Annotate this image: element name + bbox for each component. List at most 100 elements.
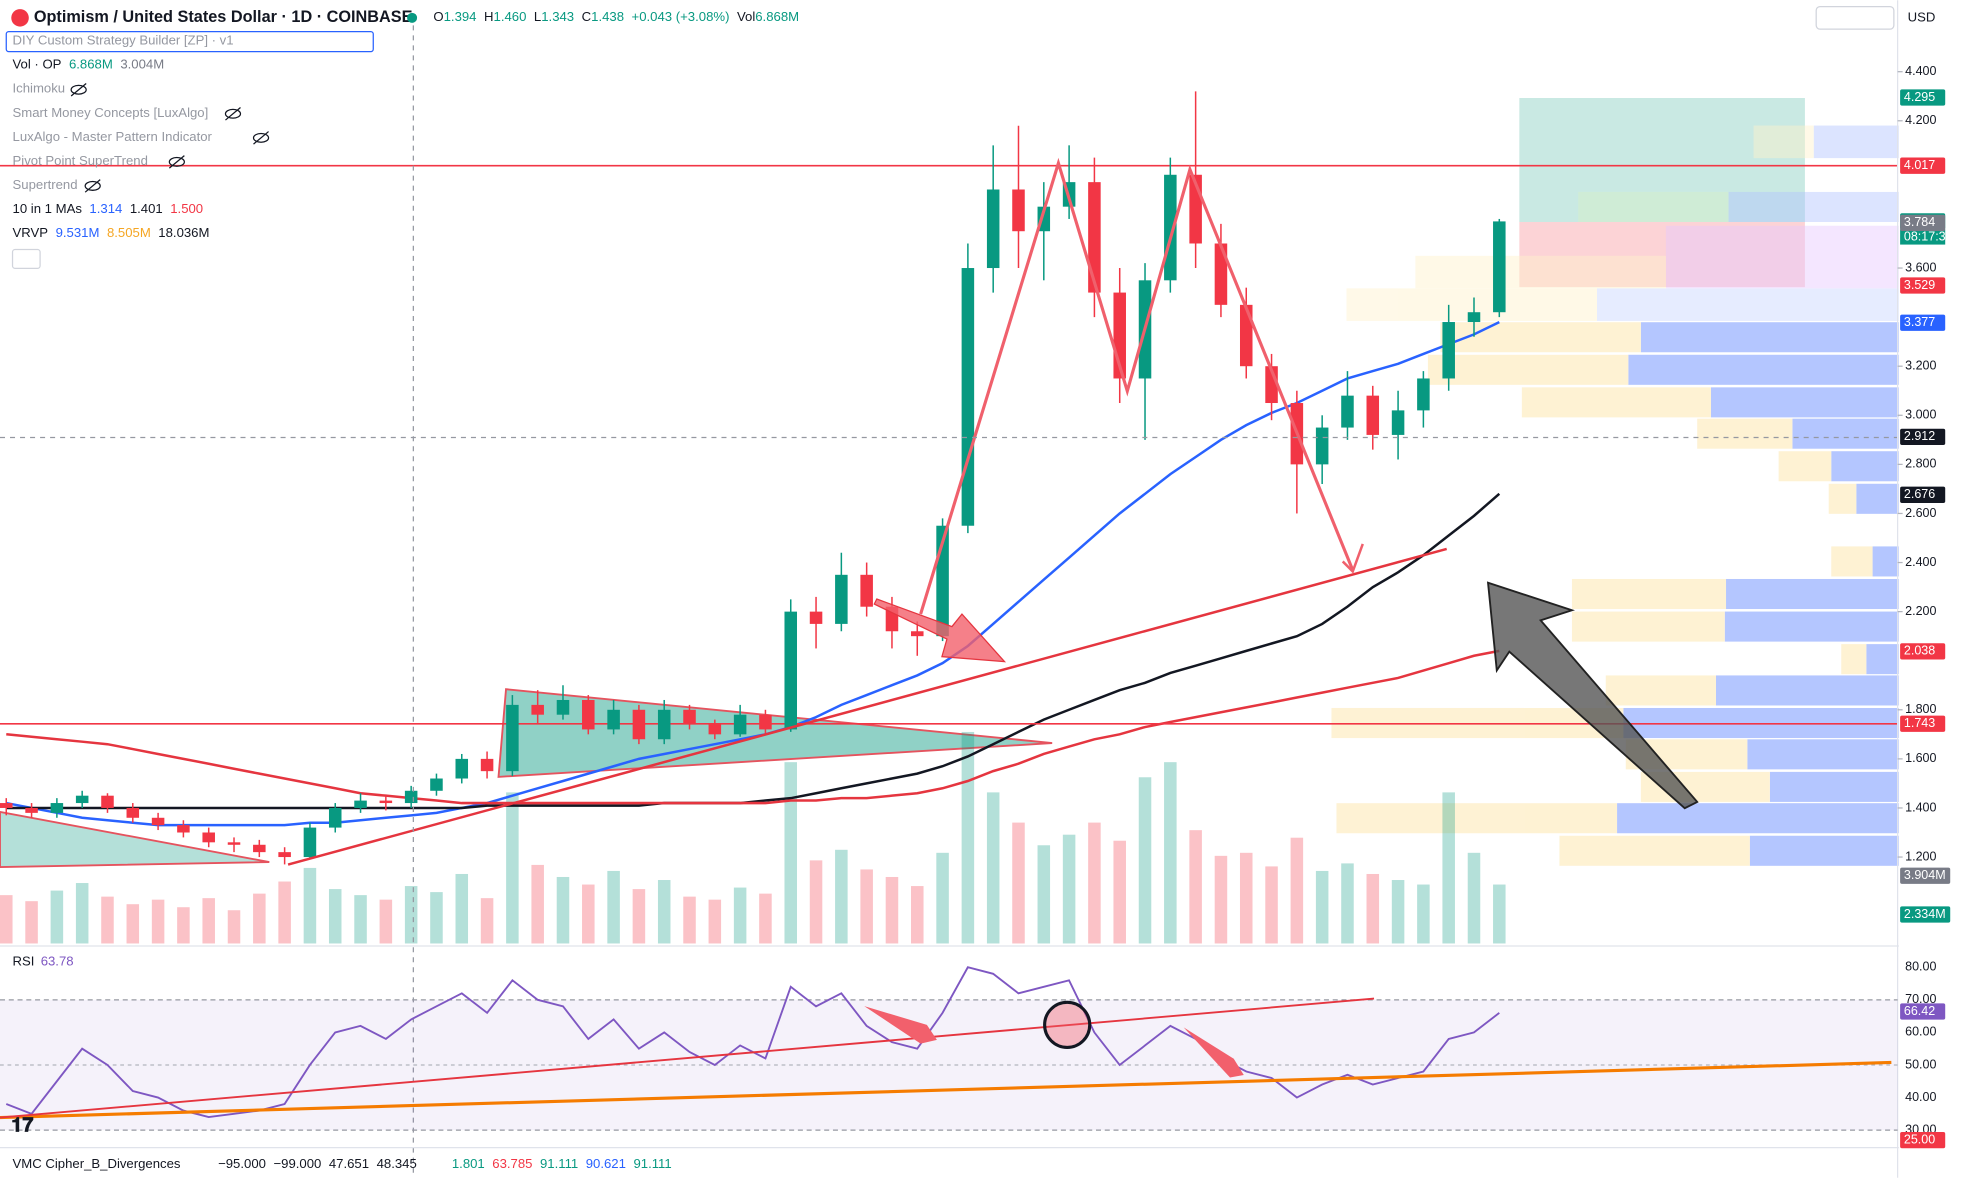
candle-body: [632, 709, 646, 740]
legend-item: VRVP 9.531M 8.505M 18.036M: [13, 225, 210, 240]
candle-body: [759, 714, 772, 730]
currency[interactable]: USD: [1908, 9, 1936, 24]
trendline: [287, 547, 1448, 866]
eye-slash: [70, 82, 87, 97]
price-tag-bg: [1900, 229, 1946, 245]
legend-name: Vol · OP: [13, 57, 62, 72]
candle-body: [177, 825, 190, 833]
volume-bar: [1442, 792, 1455, 944]
eye-icon: [252, 132, 270, 143]
candle-body: [506, 704, 519, 772]
volume-bar: [278, 881, 291, 944]
candle-body: [1442, 322, 1455, 379]
candle-body: [784, 611, 798, 730]
volume-bar: [480, 898, 494, 944]
rsi-tick-label: 60.00: [1905, 1025, 1936, 1039]
volume-bar: [1062, 834, 1076, 944]
legend-name: LuxAlgo - Master Pattern Indicator: [13, 129, 213, 144]
price-tag-bg: [1900, 906, 1951, 923]
volume-bar: [379, 899, 393, 944]
eye-icon: [168, 156, 186, 167]
price-tag: 25.00: [1904, 1132, 1935, 1146]
legend-value: 18.036M: [158, 225, 209, 240]
candle-body: [303, 827, 317, 858]
price-tag-bg: [1900, 89, 1946, 106]
eye-icon: [224, 108, 242, 119]
price-tick-label: 3.600: [1905, 260, 1936, 274]
volume-bar: [1493, 884, 1506, 944]
footer-value: 48.345: [377, 1157, 417, 1172]
volume-bar: [1113, 840, 1126, 944]
stop-zone: [1519, 222, 1805, 288]
rsi-circle: [1043, 1000, 1092, 1049]
candle-body: [809, 611, 823, 624]
footer-value: 63.785: [492, 1157, 532, 1172]
arrow-head: [1341, 543, 1364, 574]
candle-body: [657, 709, 671, 740]
footer-value: 90.621: [586, 1157, 626, 1172]
volume-bar: [0, 895, 13, 944]
volume-bar: [126, 904, 140, 944]
legend-item: Supertrend: [13, 177, 78, 192]
rsi-tick-label: 80.00: [1905, 960, 1936, 974]
legend-value: 1.401: [130, 201, 163, 216]
legend-name: VRVP: [13, 225, 49, 240]
rsi-tick-label: 70.00: [1905, 992, 1936, 1006]
footer: VMC Cipher_B_Divergences −95.000 −99.000 47…: [13, 1157, 672, 1172]
price-tag: 2.912: [1904, 429, 1935, 443]
volume-bar: [430, 892, 443, 944]
price-tag-bg: [1900, 1131, 1946, 1149]
volume-bar: [25, 901, 38, 944]
ohlc-value: 1.460: [494, 9, 527, 24]
footer-value: −95.000: [218, 1157, 266, 1172]
candle-body: [556, 699, 570, 715]
price-tick-label: 1.800: [1905, 702, 1936, 716]
legend-value: 6.868M: [69, 57, 113, 72]
candle-body: [733, 714, 747, 735]
footer-value: −99.000: [273, 1157, 321, 1172]
legend-name: Pivot Point SuperTrend: [13, 153, 148, 168]
legend-name: Ichimoku: [13, 81, 66, 96]
volume-bar: [885, 876, 899, 944]
triangle-pattern: [0, 810, 270, 869]
volume-bar: [986, 792, 1000, 944]
candle-body: [1391, 410, 1405, 435]
ohlc-value: 1.343: [541, 9, 574, 24]
candle-body: [986, 189, 1000, 269]
rsi-trendline: [0, 997, 1375, 1119]
candle-body: [860, 574, 873, 607]
legend-name: DIY Custom Strategy Builder [ZP] · v1: [13, 33, 234, 48]
volume-bar: [101, 896, 114, 944]
legend-item: DIY Custom Strategy Builder [ZP] · v1: [13, 33, 234, 48]
moving-average: [6, 649, 1500, 805]
vol-value: 6.868M: [755, 9, 799, 24]
volume-profile: [1331, 125, 1899, 866]
eye-slash: [168, 155, 185, 169]
candle-body: [1467, 312, 1481, 323]
volume-bar: [759, 893, 772, 944]
legend-name: Supertrend: [13, 177, 78, 192]
candle-body: [328, 807, 342, 828]
candle-body: [835, 574, 848, 624]
price-tag-bg: [1900, 314, 1946, 331]
symbol-logo: [11, 9, 29, 27]
candle-body: [278, 852, 291, 858]
volume-bar: [911, 886, 924, 944]
toolbar-buttons[interactable]: [1815, 5, 1895, 30]
price-tag-bg: [1900, 428, 1946, 446]
volume-bar: [50, 890, 64, 944]
volume-bar: [733, 887, 747, 944]
footer-value: 1.801: [452, 1157, 485, 1172]
candle-body: [1088, 182, 1101, 293]
candle-body: [1315, 427, 1329, 465]
candle-layer: [0, 91, 1506, 865]
price-tag: 3.377: [1904, 315, 1935, 329]
legend-item: Smart Money Concepts [LuxAlgo]: [13, 105, 209, 120]
price-tag-bg: [1900, 157, 1946, 174]
zigzag: [919, 157, 1355, 615]
price-tag: 3.529: [1904, 278, 1935, 292]
candle-body: [1417, 378, 1430, 411]
volume-bar: [328, 889, 342, 944]
